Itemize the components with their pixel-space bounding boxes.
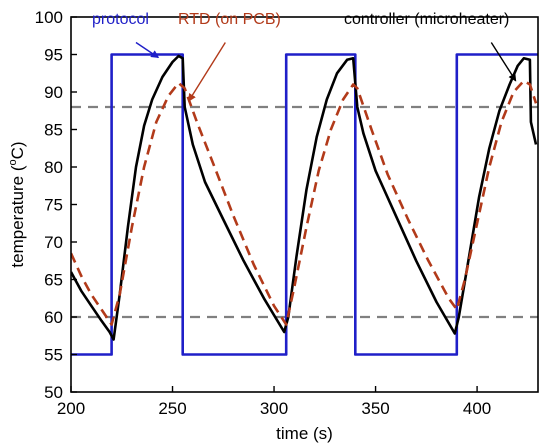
x-axis-title: time (s): [276, 424, 333, 443]
x-tick-label: 300: [260, 399, 288, 418]
annotation-arrow-rtd-on-pcb: [188, 42, 226, 102]
y-tick-label: 90: [44, 83, 63, 102]
y-tick-label: 65: [44, 271, 63, 290]
x-tick-label: 350: [361, 399, 389, 418]
y-tick-label: 60: [44, 308, 63, 327]
y-axis-title-sup: o: [7, 159, 19, 165]
tick-layer: 200 250 300 350 400 50 55 60 65 70 75 80 85 90 95 100: [35, 8, 492, 418]
series-controller-microheater-line: [71, 54, 538, 341]
x-tick-label: 400: [463, 399, 491, 418]
y-tick-label: 50: [44, 383, 63, 402]
y-axis-title-main: temperature (: [8, 165, 27, 267]
y-tick-label: 85: [44, 121, 63, 140]
x-tick-label: 200: [57, 399, 85, 418]
y-tick-label: 80: [44, 158, 63, 177]
annotation-label-controller-microheater: controller (microheater): [344, 11, 509, 28]
series-rtd-on-pcb-line: [71, 79, 538, 326]
annotation-arrow-protocol: [135, 41, 160, 59]
annotation-label-rtd-on-pcb: RTD (on PCB): [178, 11, 281, 28]
series-protocol-line: [71, 53, 538, 356]
annotation-layer: protocol RTD (on PCB) controller (microhea…: [92, 11, 517, 102]
y-axis-title-end: C): [8, 141, 27, 159]
annotation-label-protocol: protocol: [92, 11, 149, 28]
y-tick-label: 70: [44, 233, 63, 252]
y-tick-label: 100: [35, 8, 63, 27]
series-layer: [71, 53, 538, 356]
x-tick-label: 250: [158, 399, 186, 418]
annotation-arrow-controller-microheater: [490, 42, 517, 82]
y-tick-label: 75: [44, 196, 63, 215]
y-axis-title: temperature (oC): [7, 141, 27, 267]
y-tick-label: 55: [44, 346, 63, 365]
y-tick-label: 95: [44, 46, 63, 65]
